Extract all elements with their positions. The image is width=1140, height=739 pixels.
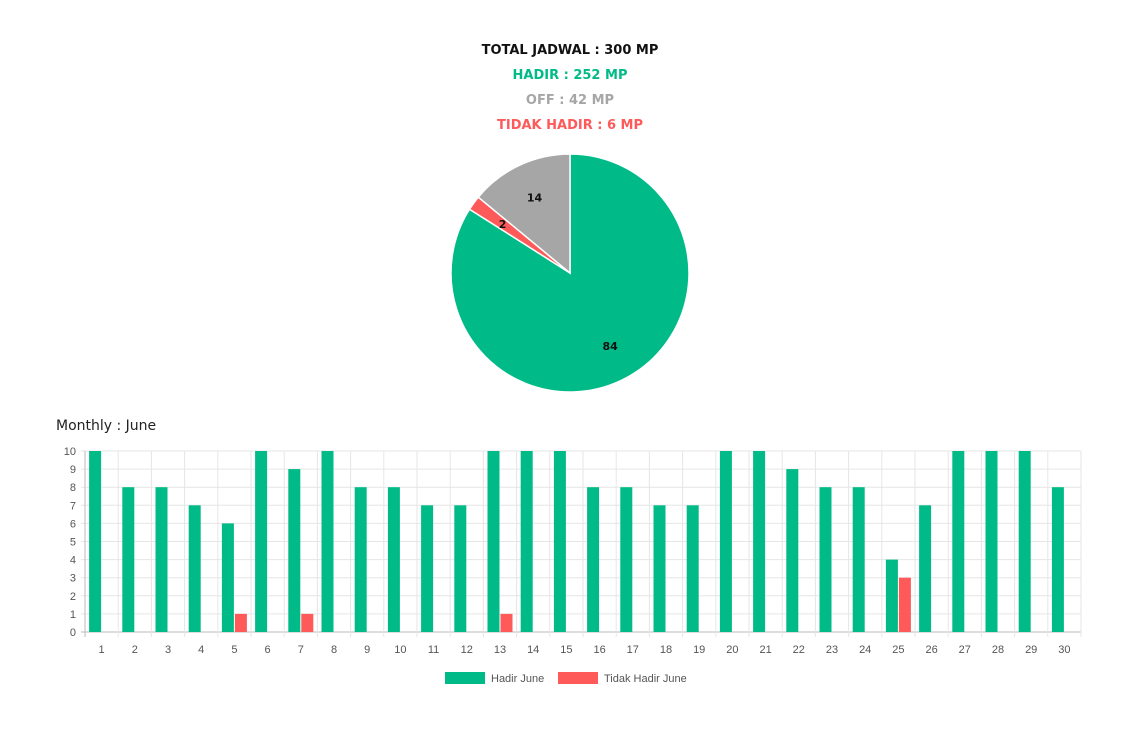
bar-hadir-22 [786,469,799,632]
x-tick-label: 2 [132,644,138,656]
bar-hadir-29 [1018,451,1031,632]
pie-slice-label-0: 84 [602,340,618,353]
off-label: OFF : 42 MP [525,93,615,108]
x-tick-label: 23 [826,644,838,656]
bar-hadir-14 [520,451,533,632]
pie-slice-label-1: 2 [499,218,507,231]
x-tick-label: 5 [231,644,237,656]
bar-hadir-25 [885,559,898,632]
y-tick-label: 7 [70,500,76,512]
hadir-label: HADIR : 252 MP [512,68,628,83]
bar-hadir-9 [354,487,367,632]
bar-hadir-24 [852,487,865,632]
x-tick-label: 13 [494,644,506,656]
bar-tidak-hadir-25 [898,577,911,632]
x-tick-label: 14 [527,644,539,656]
x-tick-label: 18 [660,644,672,656]
y-tick-label: 10 [64,446,76,458]
bar-hadir-5 [221,523,234,632]
x-tick-label: 1 [99,644,105,656]
bar-hadir-7 [288,469,301,632]
bar-hadir-27 [952,451,965,632]
bar-hadir-21 [753,451,766,632]
bar-hadir-18 [653,505,666,632]
bar-hadir-4 [188,505,201,632]
bar-hadir-12 [454,505,467,632]
y-tick-label: 5 [70,537,76,549]
y-tick-label: 1 [70,609,76,621]
bar-hadir-19 [686,505,699,632]
monthly-chart-title: Monthly : June [56,418,157,434]
legend-swatch-hadir [445,672,485,684]
bar-tidak-hadir-13 [500,613,513,632]
x-tick-label: 29 [1025,644,1037,656]
pie-slice-2 [477,153,571,275]
x-tick-label: 21 [759,644,771,656]
tidak-hadir-label: TIDAK HADIR : 6 MP [496,118,644,133]
bar-hadir-11 [421,505,434,632]
x-tick-label: 24 [859,644,871,656]
x-tick-label: 9 [364,644,370,656]
bar-hadir-30 [1051,487,1064,632]
y-tick-label: 8 [70,482,76,494]
y-tick-label: 2 [70,591,76,603]
y-tick-label: 4 [70,555,76,567]
x-tick-label: 20 [726,644,738,656]
x-tick-label: 28 [992,644,1004,656]
x-tick-label: 17 [627,644,639,656]
legend-label-tidak-hadir: Tidak Hadir June [604,673,687,685]
bar-hadir-28 [985,451,998,632]
bar-hadir-6 [255,451,268,632]
x-tick-label: 6 [265,644,271,656]
y-tick-label: 3 [70,573,76,585]
bar-hadir-16 [587,487,600,632]
bar-hadir-2 [122,487,135,632]
total-jadwal-label: TOTAL JADWAL : 300 MP [481,43,659,58]
pie-slice-label-2: 14 [527,192,543,205]
x-tick-label: 7 [298,644,304,656]
x-tick-label: 12 [461,644,473,656]
x-tick-label: 30 [1058,644,1070,656]
x-tick-label: 27 [959,644,971,656]
x-tick-label: 19 [693,644,705,656]
legend-swatch-tidak-hadir [558,672,598,684]
bar-hadir-26 [919,505,932,632]
y-tick-label: 6 [70,518,76,530]
bar-hadir-20 [719,451,732,632]
bar-tidak-hadir-5 [234,613,247,632]
attendance-pie-chart: 84 2 14 [450,153,690,393]
bar-hadir-13 [487,451,500,632]
y-tick-label: 9 [70,464,76,476]
x-tick-label: 15 [560,644,572,656]
x-tick-label: 26 [925,644,937,656]
x-tick-label: 16 [593,644,605,656]
bar-hadir-3 [155,487,168,632]
bar-hadir-23 [819,487,832,632]
x-tick-label: 3 [165,644,171,656]
bar-hadir-10 [387,487,400,632]
x-tick-label: 10 [394,644,406,656]
y-tick-label: 0 [70,627,76,639]
legend-label-hadir: Hadir June [491,673,544,685]
x-tick-label: 25 [892,644,904,656]
x-tick-label: 22 [793,644,805,656]
x-tick-label: 8 [331,644,337,656]
bar-hadir-1 [89,451,102,632]
x-tick-label: 11 [428,644,439,656]
bar-hadir-17 [620,487,633,632]
bar-hadir-8 [321,451,334,632]
x-tick-label: 4 [198,644,204,656]
bar-tidak-hadir-7 [301,613,314,632]
bar-hadir-15 [553,451,566,632]
